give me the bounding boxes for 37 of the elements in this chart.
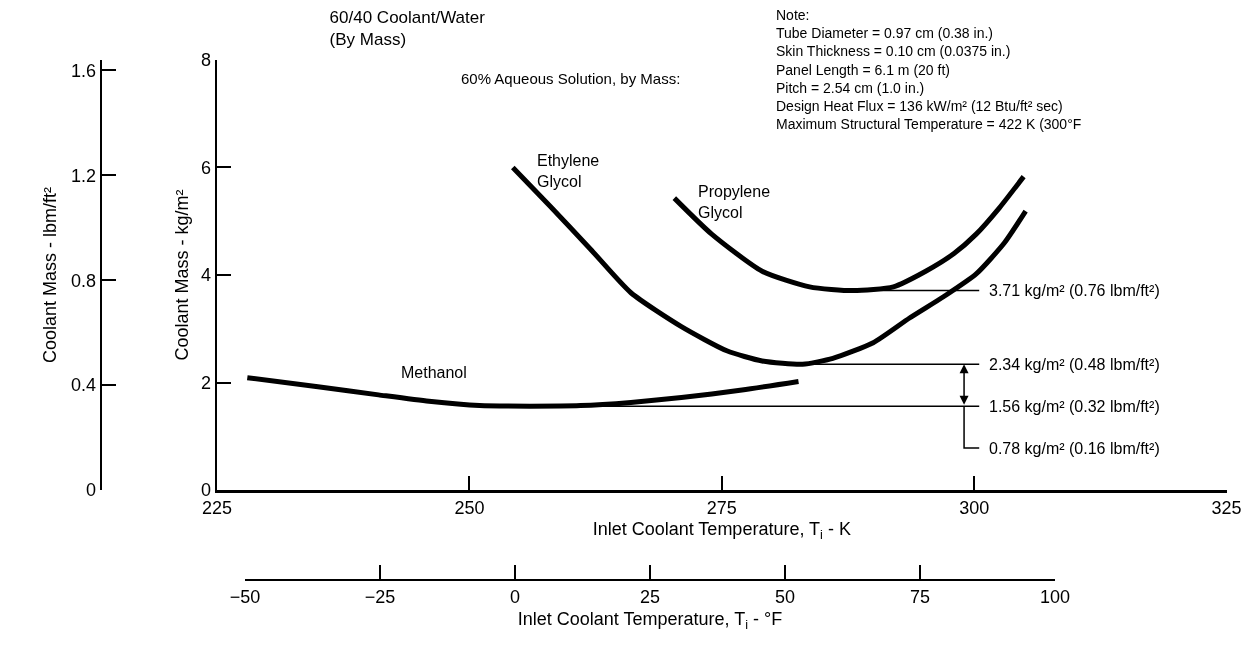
series-label: Methanol (401, 364, 467, 381)
x-tick-label: 300 (959, 498, 990, 519)
chart-subtitle: (By Mass) (329, 30, 407, 50)
y-tick-label: 6 (200, 157, 211, 178)
y-axis-title: Coolant Mass - kg/m² (171, 189, 192, 361)
ref-line-label: 3.71 kg/m² (0.76 lbm/ft²) (989, 282, 1160, 299)
y2-tick-label: 1.6 (71, 60, 97, 81)
ref-line-label: 2.34 kg/m² (0.48 lbm/ft²) (989, 356, 1160, 373)
x-axis-title: Inlet Coolant Temperature, T$_{i}$ - K (592, 519, 851, 543)
x2-tick-label: 25 (639, 587, 661, 608)
y-tick-label: 8 (200, 50, 211, 71)
y2-tick-label: 0.4 (71, 375, 97, 396)
x2-tick-label: 75 (909, 587, 930, 608)
series-label: Ethylene Glycol (537, 152, 600, 190)
x2-tick-label: 50 (774, 587, 795, 608)
annotation: Note: Tube Diameter = 0.97 cm (0.38 in.) Skin Thickness = 0.10 cm (0.0375 in.) Panel Length = 6.1 m (20 ft) Pitch = 2.54 cm (1.0 in.) Design Heat Flux = 136 kW/m² (12 Btu/ft² sec) Maximum Structural Temperature = 422 K (300°F (776, 7, 1082, 133)
annotation: 0.78 kg/m² (0.16 lbm/ft²) (989, 440, 1160, 457)
x2-tick-label: −25 (364, 587, 396, 608)
x2-tick-label: 0 (510, 587, 521, 608)
ref-line-label: 1.56 kg/m² (0.32 lbm/ft²) (989, 398, 1160, 415)
x2-axis-title: Inlet Coolant Temperature, T$_{i}$ - °F (517, 609, 783, 633)
x-tick-label: 225 (201, 498, 233, 519)
series-label: Propylene Glycol (698, 183, 771, 221)
y-tick-label: 2 (200, 372, 211, 393)
x2-tick-label: −50 (229, 587, 261, 608)
y2-tick-label: 1.2 (71, 165, 97, 186)
x-tick-label: 275 (706, 498, 737, 519)
y2-tick-label: 0 (86, 480, 97, 501)
x-tick-label: 250 (454, 498, 485, 519)
chart-title: 60/40 Coolant/Water (329, 8, 486, 27)
y2-axis-title: Coolant Mass - lbm/ft² (40, 186, 61, 364)
y2-tick-label: 0.8 (71, 270, 97, 291)
y-tick-label: 0 (200, 480, 211, 501)
x2-tick-label: 100 (1039, 587, 1070, 608)
y-tick-label: 4 (200, 265, 211, 286)
annotation: 60% Aqueous Solution, by Mass: (461, 70, 681, 87)
x-tick-label: 325 (1211, 498, 1242, 519)
